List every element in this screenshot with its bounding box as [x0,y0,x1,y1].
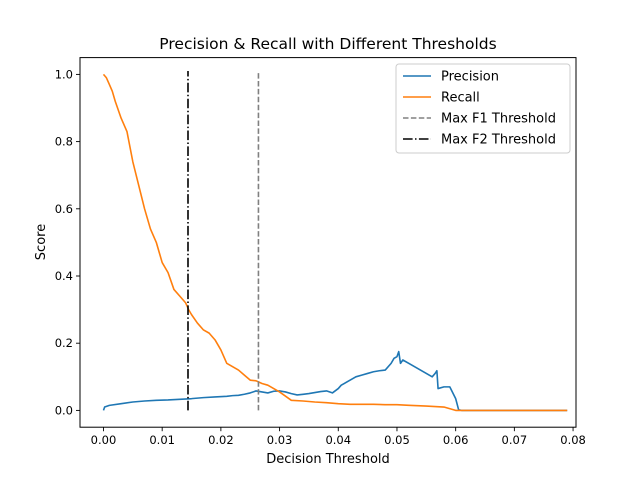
series-layer [102,71,568,412]
chart-title: Precision & Recall with Different Thresh… [159,35,496,53]
legend-label-max-f2-threshold: Max F2 Threshold [441,133,556,148]
y-tick-label: 0.2 [55,336,73,350]
y-ticks: 0.0 0.2 0.4 0.6 0.8 1.0 [55,67,80,417]
x-tick-label: 0.02 [208,433,234,447]
x-tick-label: 0.07 [502,433,528,447]
x-tick-label: 0.01 [149,433,175,447]
y-axis-label: Score [34,224,49,260]
x-axis-label: Decision Threshold [266,452,390,467]
series-line-recall [102,73,568,412]
y-tick-label: 0.4 [55,269,73,283]
legend-label-recall: Recall [441,91,480,106]
y-tick-label: 1.0 [55,67,73,81]
legend-label-max-f1-threshold: Max F1 Threshold [441,112,556,127]
x-ticks: 0.00 0.01 0.02 0.03 0.04 0.05 0.06 0.07 0.08 [91,427,586,447]
x-tick-label: 0.04 [325,433,351,447]
x-tick-label: 0.00 [91,433,117,447]
plot-frame [79,57,577,428]
legend-box [395,63,571,154]
x-tick-label: 0.03 [267,433,293,447]
series-line-precision [102,350,568,412]
legend-label-precision: Precision [441,70,499,85]
legend: Precision Recall Max F1 Threshold Max F2 Th… [395,63,571,154]
y-tick-label: 0.6 [55,202,73,216]
y-tick-label: 0.0 [55,403,73,417]
x-tick-label: 0.08 [560,433,586,447]
y-tick-label: 0.8 [55,135,73,149]
x-tick-label: 0.05 [384,433,410,447]
x-tick-label: 0.06 [443,433,469,447]
